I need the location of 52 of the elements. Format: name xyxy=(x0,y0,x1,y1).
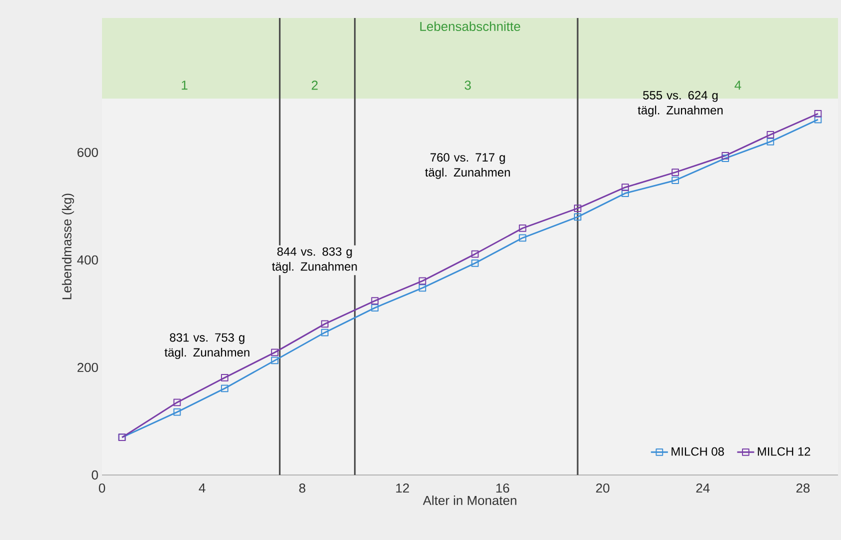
point xyxy=(622,184,629,192)
annotation: 4 xyxy=(734,80,742,90)
point xyxy=(271,348,278,356)
y-tick-label: 600 xyxy=(78,148,98,157)
point xyxy=(471,259,479,267)
x-tick-label: 12 xyxy=(396,483,409,493)
point xyxy=(271,356,278,364)
point xyxy=(371,297,379,304)
x-tick-label: 8 xyxy=(299,483,306,493)
point xyxy=(321,320,328,328)
point xyxy=(173,408,181,416)
x-axis-title: Alter in Monaten xyxy=(422,496,516,506)
y-axis-title: Lebendmasse (kg) xyxy=(62,194,74,300)
annotation: 2 xyxy=(312,80,318,90)
x-tick-label: 16 xyxy=(496,483,510,493)
point xyxy=(574,213,582,221)
y-tick-label: 400 xyxy=(77,255,98,265)
point xyxy=(173,398,181,406)
y-tick-label: 0 xyxy=(92,470,98,480)
band-label: Lebensabschnitte xyxy=(420,22,520,32)
point xyxy=(814,110,822,118)
x-tick-label: 24 xyxy=(696,483,710,493)
legend-label: MILCH 08 xyxy=(672,447,724,456)
point xyxy=(371,304,379,312)
point xyxy=(672,168,679,176)
point xyxy=(814,116,822,124)
point xyxy=(672,176,679,184)
point xyxy=(518,234,526,242)
point xyxy=(471,250,479,258)
x-tick-label: 20 xyxy=(596,483,610,493)
annotation: 1 xyxy=(182,80,188,90)
annotation: 3 xyxy=(464,80,471,90)
point xyxy=(574,204,582,212)
point xyxy=(722,152,730,160)
point xyxy=(321,328,328,336)
annotation: 760 vs. 717 g tägl. Zunahmen xyxy=(425,153,510,179)
x-tick-label: 4 xyxy=(198,484,206,492)
annotation: 831 vs. 753 g tägl. Zunahmen xyxy=(164,333,250,360)
point xyxy=(418,277,426,285)
x-tick-label: 0 xyxy=(98,483,106,493)
x-tick-label: 28 xyxy=(796,483,810,493)
annotation: 844 vs. 833 g tägl. Zunahmen xyxy=(272,247,357,274)
point xyxy=(418,284,426,292)
y-tick-label: 200 xyxy=(78,362,98,372)
point xyxy=(766,138,774,146)
point xyxy=(220,374,228,382)
legend-label: MILCH 12 xyxy=(758,447,810,456)
point xyxy=(220,384,228,392)
point xyxy=(622,190,629,197)
point xyxy=(518,224,526,232)
point xyxy=(766,130,774,138)
annotation: 555 vs. 624 g tägl. Zunahmen xyxy=(638,91,723,117)
